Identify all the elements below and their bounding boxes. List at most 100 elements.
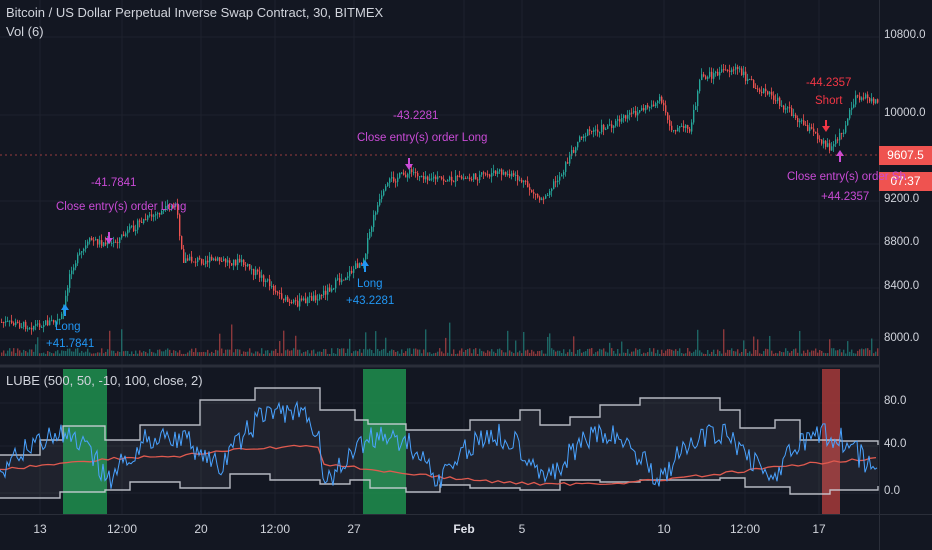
candle — [297, 300, 299, 307]
volume-bar — [167, 348, 169, 356]
volume-bar — [37, 337, 39, 356]
volume-bar — [381, 349, 383, 356]
volume-bar — [475, 348, 477, 356]
candle — [687, 125, 689, 129]
candle — [763, 88, 765, 94]
volume-bar — [673, 350, 675, 356]
volume-bar — [237, 349, 239, 356]
volume-bar — [491, 349, 493, 356]
lube-indicator-label[interactable]: LUBE (500, 50, -10, 100, close, 2) — [6, 373, 203, 388]
trade-zones — [63, 369, 840, 514]
volume-bar — [629, 353, 631, 356]
volume-bar — [783, 352, 785, 356]
candle — [63, 307, 65, 314]
volume-bar — [807, 349, 809, 356]
candle — [863, 97, 865, 99]
candle — [419, 176, 421, 178]
candle — [683, 125, 685, 129]
candle — [779, 97, 781, 106]
candle — [727, 69, 729, 71]
volume-bar — [53, 353, 55, 356]
candle — [221, 261, 223, 263]
candle — [371, 227, 373, 232]
volume-bar — [143, 351, 145, 356]
candle — [147, 215, 149, 220]
candle — [123, 234, 125, 236]
time-tick: 12:00 — [106, 522, 138, 536]
candle — [111, 242, 113, 244]
candle — [387, 182, 389, 187]
volume-bar — [73, 351, 75, 356]
volume-bar — [597, 351, 599, 356]
volume-bar — [17, 348, 19, 356]
volume-bar — [79, 352, 81, 356]
candle — [159, 213, 161, 215]
candle — [529, 187, 531, 191]
candle — [617, 119, 619, 121]
volume-bar — [325, 349, 327, 356]
volume-bar — [379, 351, 381, 356]
volume-bar — [411, 353, 413, 356]
upper-band — [0, 387, 879, 456]
candle — [239, 258, 241, 263]
candle — [367, 238, 369, 254]
volume-bar — [375, 331, 377, 356]
volume-bar — [557, 350, 559, 356]
close1-label: Close entry(s) order Long — [56, 201, 187, 213]
volume-bar — [45, 353, 47, 356]
volume-bar — [243, 351, 245, 356]
volume-bar — [367, 349, 369, 356]
candle — [251, 269, 253, 271]
candle — [729, 70, 731, 72]
candle — [145, 219, 147, 221]
volume-bar — [327, 353, 329, 356]
candle — [801, 120, 803, 122]
candle — [83, 248, 85, 252]
volume-bar — [817, 352, 819, 356]
volume-bar — [57, 350, 59, 356]
volume-bar — [323, 349, 325, 356]
close3-label: Close entry(s) order Sh — [787, 171, 906, 183]
candle — [45, 320, 47, 325]
volume-bar — [191, 348, 193, 356]
candle — [315, 295, 317, 301]
volume-bar — [801, 353, 803, 356]
candle — [581, 136, 583, 139]
candle — [91, 238, 93, 241]
candle — [233, 259, 235, 266]
volume-bar — [579, 349, 581, 356]
volume-bar — [531, 349, 533, 356]
volume-bar — [483, 351, 485, 356]
candle — [445, 180, 447, 182]
candle — [49, 320, 51, 326]
volume-bar — [415, 348, 417, 356]
candle — [125, 233, 127, 236]
volume-bar — [231, 324, 233, 356]
candle — [865, 94, 867, 99]
volume-bar — [171, 352, 173, 356]
candle — [421, 176, 423, 178]
candle — [241, 259, 243, 263]
candle — [777, 97, 779, 101]
candle — [425, 176, 427, 180]
volume-bar — [513, 353, 515, 356]
volume-bar — [717, 349, 719, 356]
volume-bar — [631, 351, 633, 356]
volume-bar — [715, 353, 717, 356]
volume-bar — [821, 350, 823, 356]
time-tick: 17 — [812, 522, 826, 536]
candle — [739, 68, 741, 70]
candle — [423, 176, 425, 180]
volume-bar — [255, 351, 257, 356]
candle — [825, 140, 827, 147]
volume-indicator-label[interactable]: Vol (6) — [6, 24, 44, 39]
volume-bar — [563, 349, 565, 356]
candle — [119, 237, 121, 244]
candle — [129, 226, 131, 230]
candle — [325, 290, 327, 295]
candle — [649, 106, 651, 108]
volume-bar — [487, 350, 489, 356]
candle — [139, 220, 141, 222]
candle — [647, 105, 649, 108]
